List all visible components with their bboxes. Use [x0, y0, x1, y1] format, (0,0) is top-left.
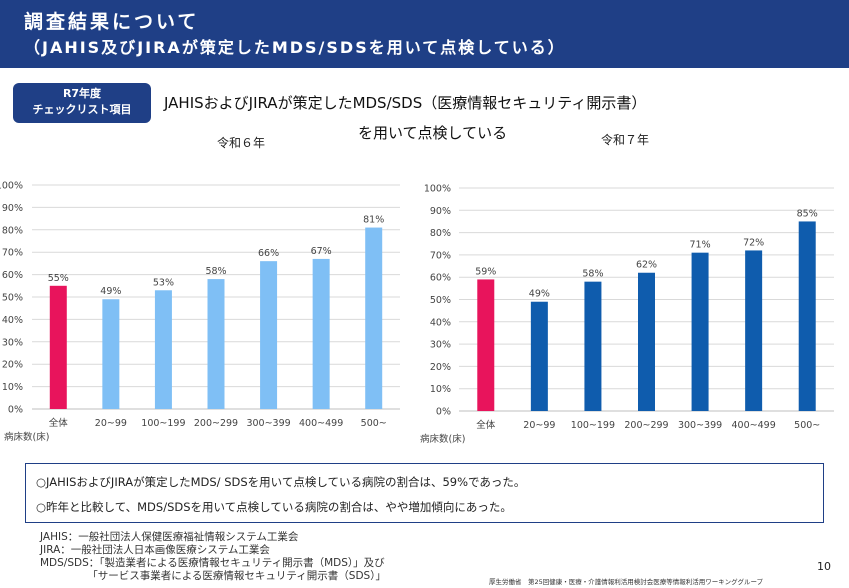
y-tick-label: 80% — [430, 228, 451, 239]
x-tick-label: 全体 — [49, 417, 69, 429]
page-number: 10 — [817, 560, 831, 573]
footnote: 「サービス事業者による医療情報セキュリティ開示書（SDS）」 — [40, 570, 386, 582]
bar — [207, 279, 225, 409]
bar — [102, 299, 120, 409]
y-tick-label: 30% — [2, 337, 23, 348]
checklist-badge: R7年度 チェックリスト項目 — [13, 83, 151, 123]
summary-line-1: ○JAHISおよびJIRAが策定したMDS/ SDSを用いて点検している病院の割… — [36, 475, 526, 489]
x-axis-label: 病床数(床) — [420, 433, 465, 445]
footnote: JIRA：一般社団法人日本画像医療システム工業会 — [40, 544, 270, 556]
x-tick-label: 100~199 — [141, 418, 185, 429]
data-label: 59% — [475, 266, 496, 277]
y-tick-label: 80% — [2, 225, 23, 236]
badge-year: R7年度 — [62, 87, 102, 100]
y-tick-label: 60% — [2, 270, 23, 281]
bar — [154, 290, 172, 409]
source-credit: 厚生労働省 第25回健康・医療・介護情報利活用検討会医療等情報利活用ワーキンググ… — [489, 578, 764, 586]
footnote: MDS/SDS：「製造業者による医療情報セキュリティ開示書（MDS）」及び — [40, 557, 385, 569]
x-tick-label: 400~499 — [299, 418, 343, 429]
x-tick-label: 全体 — [476, 419, 496, 431]
data-label: 53% — [153, 277, 174, 288]
x-tick-label: 20~99 — [523, 420, 555, 431]
x-tick-label: 20~99 — [95, 418, 127, 429]
x-tick-label: 200~299 — [194, 418, 238, 429]
page-title: 調査結果について — [24, 11, 200, 33]
chart-title-r6: 令和６年 — [217, 136, 266, 150]
checklist-item-title: JAHISおよびJIRAが策定したMDS/SDS（医療情報セキュリティ開示書） — [164, 94, 647, 112]
x-tick-label: 300~399 — [246, 418, 290, 429]
y-tick-label: 50% — [2, 293, 23, 304]
y-tick-label: 100% — [424, 184, 451, 195]
data-label: 71% — [690, 240, 711, 251]
bar — [365, 227, 383, 409]
y-tick-label: 30% — [430, 340, 451, 351]
bar-chart-r6: 0% 10% 20% 30% 40% 50% 60% 70% 80% 90% 100% 55% 全体 49… — [0, 181, 400, 443]
page-subtitle: （JAHIS及びJIRAが策定したMDS/SDSを用いて点検している） — [24, 38, 566, 57]
bar — [638, 272, 655, 411]
checklist-item-title-cont: を用いて点検している — [358, 124, 508, 142]
badge-label: チェックリスト項目 — [32, 103, 132, 116]
data-label: 62% — [636, 260, 657, 271]
x-tick-label: 200~299 — [624, 420, 668, 431]
data-label: 66% — [258, 248, 279, 259]
y-tick-label: 0% — [436, 407, 451, 418]
data-label: 58% — [205, 266, 226, 277]
footnotes: JAHIS：一般社団法人保健医療福祉情報システム工業会 JIRA：一般社団法人日… — [40, 531, 386, 583]
title-banner: 調査結果について （JAHIS及びJIRAが策定したMDS/SDSを用いて点検し… — [0, 0, 849, 68]
y-tick-label: 50% — [430, 295, 451, 306]
y-tick-label: 10% — [2, 382, 23, 393]
data-label: 58% — [582, 269, 603, 280]
bar — [745, 250, 763, 411]
y-tick-label: 10% — [430, 384, 451, 395]
bar — [49, 285, 67, 409]
data-label: 49% — [100, 286, 121, 297]
bar — [691, 252, 709, 411]
x-tick-label: 500~ — [361, 418, 387, 429]
y-tick-label: 90% — [430, 206, 451, 217]
data-label: 55% — [48, 273, 69, 284]
data-label: 81% — [363, 215, 384, 226]
bar — [530, 301, 548, 411]
x-tick-label: 500~ — [794, 420, 820, 431]
data-label: 85% — [797, 208, 818, 219]
y-tick-label: 90% — [2, 203, 23, 214]
x-tick-label: 300~399 — [678, 420, 722, 431]
x-tick-label: 100~199 — [571, 420, 615, 431]
footnote: JAHIS：一般社団法人保健医療福祉情報システム工業会 — [40, 531, 299, 543]
y-tick-label: 40% — [430, 317, 451, 328]
data-label: 72% — [743, 237, 764, 248]
y-tick-label: 0% — [8, 405, 23, 416]
bar — [260, 261, 278, 409]
data-label: 49% — [529, 289, 550, 300]
y-tick-label: 40% — [2, 315, 23, 326]
bar — [477, 279, 495, 411]
y-tick-label: 70% — [2, 248, 23, 259]
x-tick-label: 400~499 — [732, 420, 776, 431]
y-tick-label: 100% — [0, 181, 23, 192]
y-tick-label: 20% — [430, 362, 451, 373]
bar — [312, 258, 330, 409]
y-tick-label: 70% — [430, 250, 451, 261]
y-tick-label: 20% — [2, 360, 23, 371]
data-label: 67% — [311, 246, 332, 257]
x-axis-label: 病床数(床) — [4, 431, 49, 443]
bar — [798, 221, 816, 411]
chart-title-r7: 令和７年 — [601, 133, 650, 147]
bar-chart-r7: 0% 10% 20% 30% 40% 50% 60% 70% 80% 90% 100% 59% 全体 49… — [420, 184, 834, 445]
y-tick-label: 60% — [430, 273, 451, 284]
summary-line-2: ○昨年と比較して、MDS/SDSを用いて点検している病院の割合は、やや増加傾向に… — [36, 500, 512, 514]
summary-box: ○JAHISおよびJIRAが策定したMDS/ SDSを用いて点検している病院の割… — [25, 463, 824, 523]
bar — [584, 281, 602, 411]
